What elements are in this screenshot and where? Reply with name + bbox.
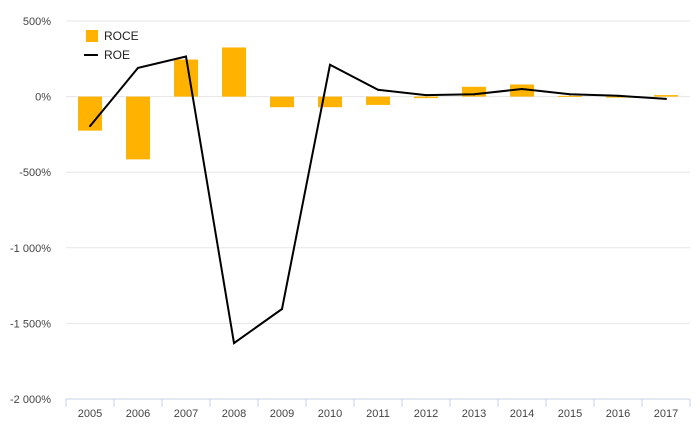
roe-point-2012	[425, 94, 427, 97]
roce-bar-2014	[510, 84, 534, 97]
x-tick-label: 2014	[510, 408, 534, 420]
roe-point-2005	[89, 125, 91, 128]
roe-point-2010	[329, 63, 331, 66]
roe-point-2013	[473, 93, 475, 96]
roe-point-2014	[521, 88, 523, 91]
roce-bar-2016	[606, 96, 630, 98]
roce-bar-2007	[174, 59, 198, 97]
roe-point-2006	[137, 66, 139, 69]
roce-bar-2015	[558, 95, 582, 97]
x-tick-label: 2007	[174, 408, 198, 420]
roe-point-2007	[185, 55, 187, 58]
legend-label-roce: ROCE	[104, 29, 139, 43]
y-tick-label: -1 000%	[10, 243, 51, 255]
x-tick-label: 2017	[654, 408, 678, 420]
y-axis: 500% 0% -500% -1 000% -1 500% -2 000%	[10, 16, 51, 406]
x-tick-label: 2013	[462, 408, 486, 420]
gridlines	[66, 20, 690, 324]
x-tick-label: 2005	[78, 408, 102, 420]
x-tick-label: 2016	[606, 408, 630, 420]
roe-point-2015	[569, 93, 571, 96]
roce-bars	[78, 47, 678, 160]
roce-bar-2011	[366, 96, 390, 105]
roce-bar-2010	[318, 96, 342, 108]
x-tick-label: 2015	[558, 408, 582, 420]
x-tick-label: 2009	[270, 408, 294, 420]
legend-swatch-roce	[86, 30, 98, 42]
roe-point-2008	[233, 342, 235, 345]
y-tick-label: 0%	[35, 92, 51, 104]
roe-point-2011	[377, 88, 379, 91]
roce-bar-2006	[126, 96, 150, 160]
x-tick-label: 2011	[366, 408, 390, 420]
roe-point-2017	[665, 97, 667, 100]
roe-point-2009	[281, 308, 283, 311]
roce-bar-2012	[414, 96, 438, 99]
y-tick-label: -500%	[19, 167, 51, 179]
roce-bar-2017	[654, 95, 678, 97]
y-tick-label: -1 500%	[10, 318, 51, 330]
roe-line	[89, 55, 667, 345]
x-tick-label: 2006	[126, 408, 150, 420]
y-tick-label: -2 000%	[10, 394, 51, 406]
legend: ROCE ROE	[84, 29, 139, 62]
x-tick-label: 2010	[318, 408, 342, 420]
roce-bar-2013	[462, 86, 486, 97]
x-tick-label: 2012	[414, 408, 438, 420]
roe-point-2016	[617, 94, 619, 97]
roce-bar-2008	[222, 47, 246, 97]
x-tick-label: 2008	[222, 408, 246, 420]
roce-bar-2009	[270, 96, 294, 108]
x-axis: 2005 2006 2007 2008 2009 2010 2011 2012 2013 2014…	[65, 398, 691, 420]
legend-label-roe: ROE	[104, 48, 130, 62]
y-tick-label: 500%	[23, 16, 51, 28]
